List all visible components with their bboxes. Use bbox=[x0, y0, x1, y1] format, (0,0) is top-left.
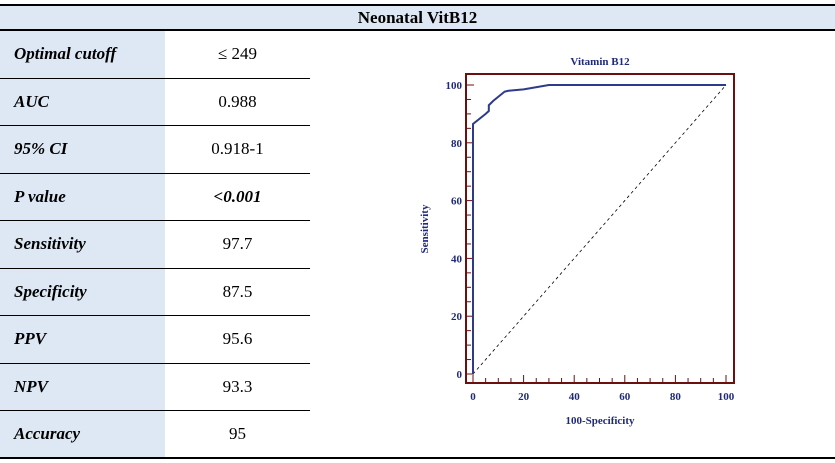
row-label: P value bbox=[0, 173, 165, 220]
row-label: Sensitivity bbox=[0, 221, 165, 268]
row-value: ≤ 249 bbox=[217, 44, 258, 64]
y-tick-label: 0 bbox=[457, 369, 463, 381]
roc-curve bbox=[472, 84, 726, 374]
x-tick-label: 60 bbox=[619, 391, 631, 403]
table-row: Optimal cutoff ≤ 249 bbox=[0, 31, 310, 79]
row-value: 97.7 bbox=[222, 234, 253, 254]
table-row: Specificity 87.5 bbox=[0, 268, 310, 316]
x-axis-label: 100-Specificity bbox=[565, 415, 635, 427]
table-bottom-border bbox=[0, 457, 835, 459]
y-tick-label: 20 bbox=[451, 311, 463, 323]
table-title: Neonatal VitB12 bbox=[0, 4, 835, 31]
row-label: 95% CI bbox=[0, 126, 165, 173]
table-row: AUC 0.988 bbox=[0, 78, 310, 126]
row-value: 93.3 bbox=[222, 376, 253, 396]
table-row: PPV 95.6 bbox=[0, 316, 310, 364]
x-tick-label: 20 bbox=[518, 391, 530, 403]
row-label: PPV bbox=[0, 316, 165, 363]
y-tick-label: 40 bbox=[451, 253, 463, 265]
row-value: 0.918-1 bbox=[211, 139, 264, 159]
y-tick-label: 80 bbox=[451, 138, 463, 150]
row-label: AUC bbox=[0, 78, 165, 125]
row-label: NPV bbox=[0, 363, 165, 410]
y-tick-label: 60 bbox=[451, 196, 463, 208]
chart-title: Vitamin B12 bbox=[570, 56, 630, 68]
row-value: 0.988 bbox=[218, 91, 257, 111]
x-tick-label: 40 bbox=[569, 391, 581, 403]
y-axis-label: Sensitivity bbox=[419, 204, 431, 253]
row-value: 87.5 bbox=[222, 281, 253, 301]
x-tick-label: 0 bbox=[470, 391, 476, 403]
x-tick-label: 80 bbox=[670, 391, 682, 403]
table-row: Sensitivity 97.7 bbox=[0, 221, 310, 269]
reference-line bbox=[472, 84, 727, 375]
x-tick-label: 100 bbox=[718, 391, 735, 403]
row-value: <0.001 bbox=[213, 186, 262, 206]
row-value: 95 bbox=[229, 424, 246, 444]
table-row: NPV 93.3 bbox=[0, 363, 310, 411]
row-label: Specificity bbox=[0, 268, 165, 315]
y-tick-label: 100 bbox=[446, 80, 463, 92]
row-label: Accuracy bbox=[0, 411, 165, 458]
row-value: 95.6 bbox=[222, 329, 253, 349]
table-row: P value <0.001 bbox=[0, 173, 310, 221]
table-row: Accuracy 95 bbox=[0, 411, 310, 459]
table-row: 95% CI 0.918-1 bbox=[0, 126, 310, 174]
row-label: Optimal cutoff bbox=[0, 31, 165, 78]
